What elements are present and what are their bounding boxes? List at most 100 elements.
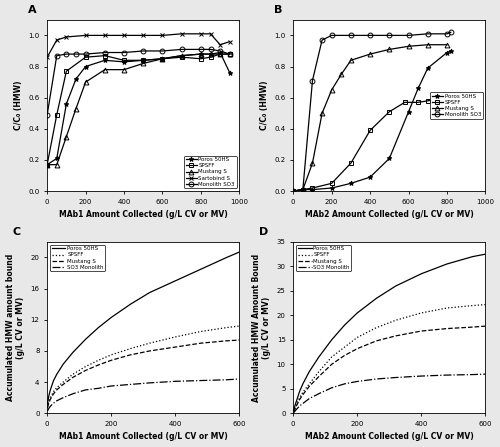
Poros 50HS [82, 337, 88, 342]
Mustang S [108, 358, 114, 363]
Monolith SO3 [444, 31, 450, 37]
SO3 Monolith [48, 404, 54, 409]
SPSFF [128, 346, 134, 351]
Mustang S [60, 382, 66, 387]
Mustang S [425, 42, 431, 47]
Text: B: B [274, 5, 282, 15]
SPSFF [121, 58, 127, 63]
SPSFF [108, 352, 114, 358]
SPSFF [402, 100, 407, 105]
Legend: Poros 50HS, SPSFF, Mustang S, Sartobind S, Monolith SO3: Poros 50HS, SPSFF, Mustang S, Sartobind … [184, 156, 236, 188]
SPSFF [418, 310, 424, 316]
SO3 Monolith [328, 385, 334, 391]
Poros 50HS [292, 403, 298, 409]
X-axis label: MAb2 Amount Collected (g/L CV or MV): MAb2 Amount Collected (g/L CV or MV) [305, 211, 474, 219]
Monolith SO3 [208, 47, 214, 52]
Mustang S [217, 51, 223, 57]
SPSFF [393, 317, 399, 323]
Line: Mustang S: Mustang S [48, 340, 240, 408]
Poros 50HS [294, 398, 300, 404]
Monolith SO3 [386, 33, 392, 38]
Sartobind S [121, 33, 127, 38]
Sartobind S [160, 33, 166, 38]
Line: Poros 50HS: Poros 50HS [291, 49, 454, 194]
Line: Poros 50HS: Poros 50HS [48, 252, 240, 404]
Poros 50HS [418, 271, 424, 276]
Mustang S [406, 44, 411, 49]
SPSFF [44, 405, 51, 410]
SPSFF [44, 162, 50, 167]
SO3 Monolith [236, 376, 242, 382]
Mustang S [64, 134, 70, 139]
Monolith SO3 [54, 53, 60, 58]
SPSFF [386, 109, 392, 114]
Mustang S [224, 338, 230, 343]
Poros 50HS [236, 249, 242, 255]
Line: Monolith SO3: Monolith SO3 [44, 47, 232, 117]
Mustang S [44, 162, 50, 167]
Mustang S [82, 368, 88, 373]
SO3 Monolith [54, 398, 60, 404]
Monolith SO3 [448, 30, 454, 35]
SPSFF [226, 51, 232, 57]
Poros 50HS [348, 181, 354, 186]
Mustang S [73, 106, 79, 111]
SPSFF [470, 303, 476, 308]
Mustang S [82, 80, 88, 85]
Line: SPSFF: SPSFF [291, 95, 454, 194]
Y-axis label: C/C₀ (HMW): C/C₀ (HMW) [14, 81, 22, 130]
SPSFF [48, 395, 54, 401]
SPSFF [236, 323, 242, 329]
Monolith SO3 [367, 33, 373, 38]
SPSFF [160, 56, 166, 61]
Poros 50HS [300, 381, 306, 387]
Line: SO3 Monolith: SO3 Monolith [294, 374, 486, 413]
SO3 Monolith [306, 396, 312, 401]
Poros 50HS [46, 393, 52, 399]
Legend: Poros 50HS, SPSFF, Mustang S, SO3 Monolith: Poros 50HS, SPSFF, Mustang S, SO3 Monoli… [50, 245, 106, 271]
Poros 50HS [102, 58, 108, 63]
Monolith SO3 [310, 78, 316, 83]
Mustang S [48, 396, 54, 402]
X-axis label: MAb2 Amount Collected (g/L CV or MV): MAb2 Amount Collected (g/L CV or MV) [305, 432, 474, 442]
Poros 50HS [96, 325, 102, 330]
Poros 50HS [146, 290, 152, 295]
Line: Mustang S: Mustang S [294, 326, 486, 412]
Mustang S [348, 58, 354, 63]
Monolith SO3 [300, 187, 306, 192]
SO3 Monolith [354, 379, 360, 384]
Mustang S [342, 353, 347, 358]
Poros 50HS [172, 278, 178, 283]
SO3 Monolith [418, 373, 424, 379]
Poros 50HS [178, 53, 184, 58]
Mustang S [393, 333, 399, 338]
Poros 50HS [108, 315, 114, 320]
Sartobind S [198, 31, 204, 37]
Sartobind S [217, 42, 223, 47]
Monolith SO3 [425, 31, 431, 37]
SPSFF [292, 406, 298, 411]
Monolith SO3 [226, 51, 232, 57]
SO3 Monolith [82, 387, 88, 392]
Mustang S [54, 162, 60, 167]
Poros 50HS [444, 50, 450, 55]
Mustang S [444, 326, 450, 331]
Text: D: D [258, 227, 268, 237]
SO3 Monolith [50, 401, 56, 406]
SO3 Monolith [393, 375, 399, 380]
Mustang S [328, 362, 334, 367]
Sartobind S [82, 33, 88, 38]
Mustang S [44, 405, 51, 410]
SPSFF [198, 56, 204, 61]
Poros 50HS [54, 156, 60, 161]
SO3 Monolith [70, 391, 76, 396]
SPSFF [46, 399, 52, 404]
SPSFF [328, 354, 334, 360]
Mustang S [310, 160, 316, 166]
SPSFF [444, 95, 450, 101]
Mustang S [50, 391, 56, 396]
Monolith SO3 [140, 48, 146, 54]
Mustang S [140, 61, 146, 66]
SO3 Monolith [374, 376, 380, 382]
Poros 50HS [121, 59, 127, 64]
